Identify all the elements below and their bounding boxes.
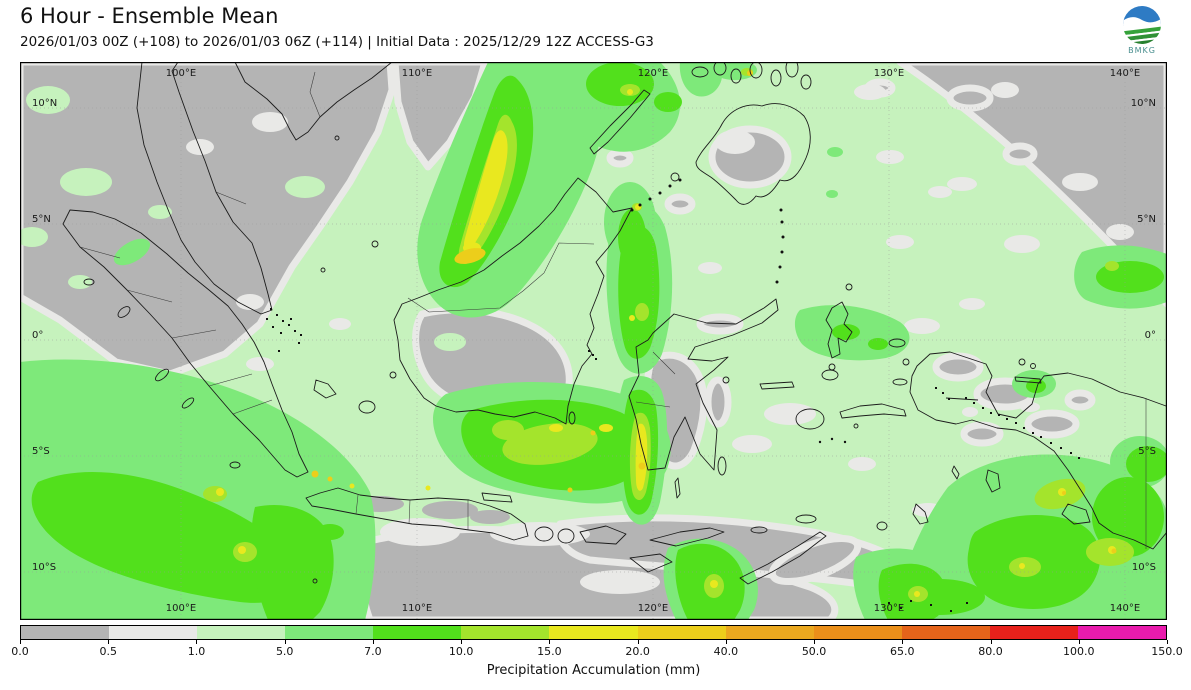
- colorbar-tick-label: 0.0: [11, 645, 29, 658]
- admin-borders: [79, 71, 1147, 549]
- colorbar-tick-label: 10.0: [448, 645, 474, 658]
- precipitation-map: 100°E 100°E 110°E 110°E 120°E 120°E 130°E 130°E…: [20, 62, 1167, 620]
- colorbar-segment: [1077, 626, 1167, 639]
- colorbar-tick-label: 40.0: [713, 645, 739, 658]
- lon-label-bottom: 110°E: [402, 603, 432, 614]
- colorbar-tick-label: 100.0: [1063, 645, 1095, 658]
- lon-label-top: 120°E: [638, 68, 668, 79]
- colorbar-tick: [814, 640, 816, 644]
- colorbar-tick-label: 50.0: [801, 645, 827, 658]
- colorbar-tick: [549, 640, 551, 644]
- colorbar-tick: [461, 640, 463, 644]
- colorbar-tick: [902, 640, 904, 644]
- colorbar-tick: [990, 640, 992, 644]
- terrain-speckles: [266, 308, 1080, 612]
- colorbar-segment: [549, 626, 638, 639]
- map-frame: [20, 62, 1167, 620]
- colorbar-tick-label: 5.0: [275, 645, 294, 658]
- colorbar-tick: [196, 640, 198, 644]
- lat-label-left: 10°S: [32, 562, 56, 573]
- colorbar-ticks: 0.0 0.5 1.0 5.0 7.0 10.0 15.0 20.0 40.0 50.0 65.0 8…: [11, 640, 1183, 662]
- colorbar-tick: [1167, 640, 1168, 644]
- colorbar-segment: [109, 626, 198, 639]
- colorbar-tick: [20, 640, 21, 644]
- graticule: [20, 62, 1167, 620]
- colorbar-segment: [285, 626, 374, 639]
- logo-text: BMKG: [1128, 46, 1156, 55]
- colorbar-segment: [637, 626, 726, 639]
- colorbar-segment: [813, 626, 902, 639]
- colorbar-label: Precipitation Accumulation (mm): [486, 663, 701, 678]
- logo-art: [1123, 6, 1161, 44]
- map-axis-labels: 100°E 100°E 110°E 110°E 120°E 120°E 130°E 130°E…: [32, 68, 1156, 614]
- colorbar-tick-label: 7.0: [364, 645, 382, 658]
- lon-label-bottom: 130°E: [874, 603, 904, 614]
- lon-label-bottom: 140°E: [1110, 603, 1140, 614]
- colorbar-tick: [1078, 640, 1080, 644]
- coastlines: [62, 62, 1167, 585]
- lon-label-bottom: 120°E: [638, 603, 668, 614]
- rain-yellow-cores: [216, 89, 1116, 597]
- lon-label-top: 130°E: [874, 68, 904, 79]
- colorbar-tick: [372, 640, 374, 644]
- lat-label-left: 0°: [32, 330, 43, 341]
- colorbar-tick-label: 20.0: [625, 645, 650, 658]
- colorbar-tick-label: 150.0: [1151, 645, 1183, 658]
- colorbar-segment: [901, 626, 990, 639]
- colorbar-tick: [725, 640, 727, 644]
- page-title: 6 Hour - Ensemble Mean: [20, 4, 279, 28]
- colorbar: [20, 625, 1167, 640]
- colorbar-tick-label: 80.0: [978, 645, 1003, 658]
- colorbar-tick: [108, 640, 110, 644]
- lat-label-right: 5°N: [1137, 214, 1156, 225]
- colorbar-segment: [461, 626, 550, 639]
- colorbar-segment: [21, 626, 110, 639]
- colorbar-tick: [637, 640, 639, 644]
- map-canvas: 100°E 100°E 110°E 110°E 120°E 120°E 130°E 130°E…: [20, 62, 1167, 620]
- bmkg-logo: BMKG: [1123, 6, 1161, 55]
- lat-label-left: 5°S: [32, 446, 50, 457]
- colorbar-tick-label: 15.0: [537, 645, 562, 658]
- lat-label-right: 10°S: [1132, 562, 1156, 573]
- rain-gold-cores: [311, 70, 1117, 554]
- colorbar-segment: [725, 626, 814, 639]
- colorbar-segment: [197, 626, 286, 639]
- forecast-period-subtitle: 2026/01/03 00Z (+108) to 2026/01/03 06Z …: [20, 34, 654, 50]
- colorbar-tick-label: 0.5: [99, 645, 117, 658]
- colorbar-tick-label: 1.0: [187, 645, 206, 658]
- lat-label-left: 10°N: [32, 98, 57, 109]
- colorbar-tick: [284, 640, 286, 644]
- lon-label-bottom: 100°E: [166, 603, 196, 614]
- lat-label-right: 0°: [1145, 330, 1156, 341]
- colorbar-segment: [989, 626, 1078, 639]
- lat-label-right: 10°N: [1131, 98, 1156, 109]
- lat-label-right: 5°S: [1138, 446, 1156, 457]
- colorbar-segment: [373, 626, 462, 639]
- lon-label-top: 140°E: [1110, 68, 1140, 79]
- lat-label-left: 5°N: [32, 214, 51, 225]
- colorbar-tick-label: 65.0: [890, 645, 915, 658]
- lon-label-top: 100°E: [166, 68, 196, 79]
- lon-label-top: 110°E: [402, 68, 432, 79]
